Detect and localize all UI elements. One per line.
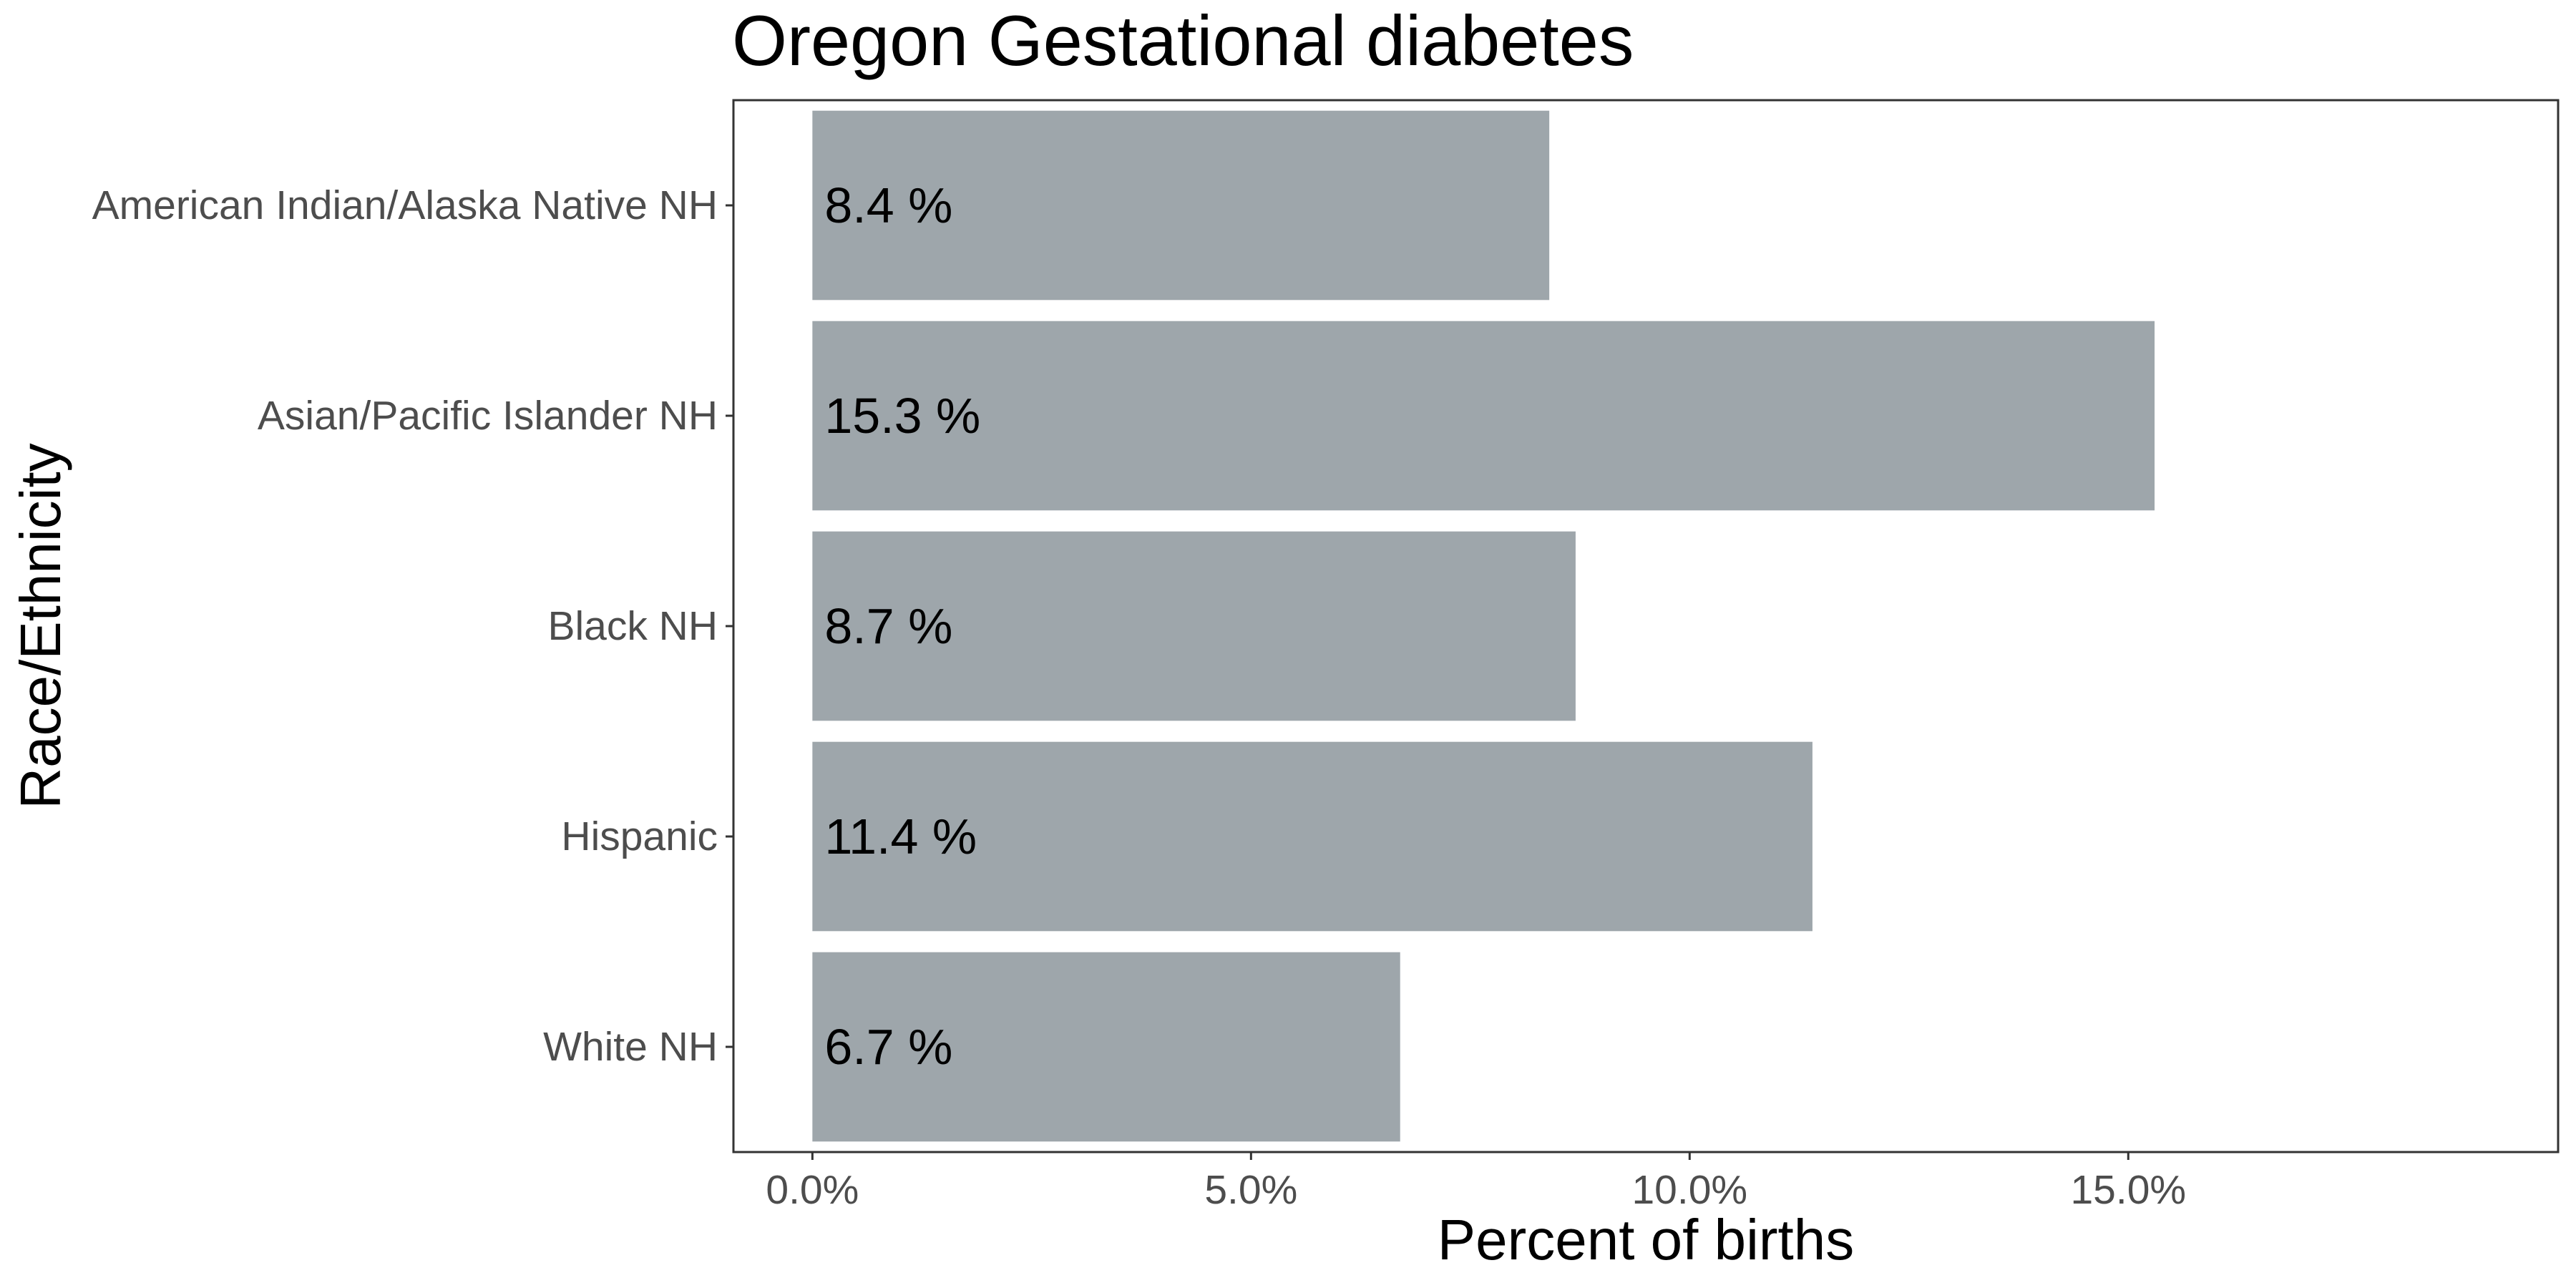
x-tick-label: 10.0%	[1631, 1167, 1747, 1213]
x-axis-title: Percent of births	[1438, 1208, 1855, 1272]
y-tick-label: Asian/Pacific Islander NH	[258, 393, 718, 439]
data-label: 11.4 %	[824, 809, 977, 864]
y-axis: American Indian/Alaska Native NH Asian/Pa…	[92, 182, 733, 1070]
bar	[812, 952, 1400, 1142]
y-tick-label: Black NH	[547, 603, 718, 649]
bar	[812, 741, 1813, 932]
x-tick-label: 5.0%	[1204, 1167, 1297, 1213]
bar	[812, 321, 2155, 511]
bar	[812, 531, 1576, 721]
x-axis: 0.0% 5.0% 10.0% 15.0%	[766, 1152, 2186, 1213]
bar	[812, 110, 1550, 301]
chart-title: Oregon Gestational diabetes	[732, 1, 1634, 80]
data-labels-layer: 8.4 % 15.3 % 8.7 % 11.4 % 6.7 %	[824, 177, 980, 1075]
y-tick-label: American Indian/Alaska Native NH	[92, 182, 718, 228]
y-tick-label: White NH	[543, 1024, 718, 1070]
y-axis-title: Race/Ethnicity	[9, 443, 72, 809]
bars-layer	[812, 110, 2155, 1142]
y-tick-label: Hispanic	[561, 814, 718, 859]
data-label: 15.3 %	[824, 388, 980, 444]
x-tick-label: 15.0%	[2070, 1167, 2186, 1213]
x-tick-label: 0.0%	[766, 1167, 859, 1213]
data-label: 8.7 %	[824, 598, 952, 654]
data-label: 8.4 %	[824, 177, 952, 233]
data-label: 6.7 %	[824, 1019, 952, 1075]
